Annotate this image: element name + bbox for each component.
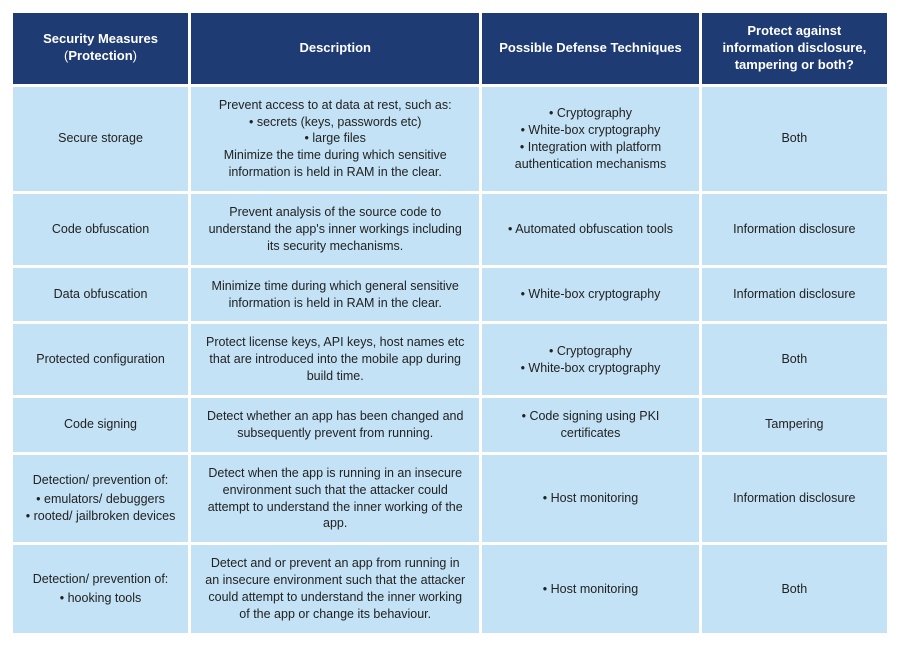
technique-bullets: Host monitoring (494, 490, 686, 507)
description-text: Protect license keys, API keys, host nam… (206, 335, 464, 383)
technique-bullets: White-box cryptography (494, 286, 686, 303)
cell-description: Minimize time during which general sensi… (191, 268, 479, 322)
table-row: Secure storage Prevent access to at data … (13, 87, 887, 191)
header-description: Description (191, 13, 479, 84)
cell-measure: Detection/ prevention of: hooking tools (13, 545, 188, 633)
cell-measure: Protected configuration (13, 324, 188, 395)
header-c0-close: ) (133, 48, 137, 63)
header-c3-line3: tampering or both? (735, 57, 854, 72)
protects-text: Information disclosure (733, 287, 855, 301)
technique-bullet: White-box cryptography (494, 122, 686, 139)
cell-measure: Code obfuscation (13, 194, 188, 265)
cell-techniques: CryptographyWhite-box cryptography (482, 324, 698, 395)
technique-bullet: Host monitoring (494, 490, 686, 507)
measure-bullet: rooted/ jailbroken devices (25, 508, 176, 525)
measure-bullet: emulators/ debuggers (25, 491, 176, 508)
cell-protects: Both (702, 545, 887, 633)
cell-protects: Both (702, 87, 887, 191)
description-bullet: secrets (keys, passwords etc) (203, 114, 467, 131)
cell-techniques: White-box cryptography (482, 268, 698, 322)
protects-text: Information disclosure (733, 491, 855, 505)
header-security-measures: Security Measures (Protection) (13, 13, 188, 84)
security-measures-table: Security Measures (Protection) Descripti… (10, 10, 890, 636)
measure-prefix: Detection/ prevention of: (25, 571, 176, 588)
technique-bullet: Integration with platform authentication… (494, 139, 686, 173)
cell-techniques: CryptographyWhite-box cryptographyIntegr… (482, 87, 698, 191)
table-row: Code obfuscation Prevent analysis of the … (13, 194, 887, 265)
technique-bullet: Cryptography (494, 105, 686, 122)
description-pre: Prevent access to at data at rest, such … (203, 97, 467, 114)
table-row: Protected configuration Protect license k… (13, 324, 887, 395)
measure-text: Protected configuration (36, 352, 165, 366)
protects-text: Information disclosure (733, 222, 855, 236)
technique-bullets: CryptographyWhite-box cryptography (494, 343, 686, 377)
description-post: Minimize the time during which sensitive… (203, 147, 467, 181)
measure-bullets: hooking tools (25, 590, 176, 607)
cell-protects: Both (702, 324, 887, 395)
description-text: Detect when the app is running in an ins… (208, 466, 463, 531)
header-c0-line1: Security Measures (43, 31, 158, 46)
cell-description: Detect and or prevent an app from runnin… (191, 545, 479, 633)
technique-bullets: Host monitoring (494, 581, 686, 598)
description-bullets: secrets (keys, passwords etc)large files (203, 114, 467, 148)
measure-prefix: Detection/ prevention of: (25, 472, 176, 489)
table-row: Code signing Detect whether an app has be… (13, 398, 887, 452)
technique-bullets: Code signing using PKI certificates (494, 408, 686, 442)
measure-text: Secure storage (58, 131, 143, 145)
header-protects: Protect against information disclosure, … (702, 13, 887, 84)
description-bullet: large files (203, 130, 467, 147)
cell-protects: Information disclosure (702, 268, 887, 322)
table-header-row: Security Measures (Protection) Descripti… (13, 13, 887, 84)
cell-techniques: Code signing using PKI certificates (482, 398, 698, 452)
technique-bullet: Code signing using PKI certificates (494, 408, 686, 442)
table-row: Data obfuscation Minimize time during whi… (13, 268, 887, 322)
cell-protects: Information disclosure (702, 455, 887, 543)
protects-text: Both (781, 582, 807, 596)
technique-bullets: Automated obfuscation tools (494, 221, 686, 238)
description-text: Minimize time during which general sensi… (212, 279, 459, 310)
protects-text: Both (781, 131, 807, 145)
technique-bullet: White-box cryptography (494, 360, 686, 377)
cell-measure: Detection/ prevention of: emulators/ debu… (13, 455, 188, 543)
technique-bullets: CryptographyWhite-box cryptographyIntegr… (494, 105, 686, 173)
description-text: Prevent analysis of the source code to u… (209, 205, 462, 253)
cell-description: Detect whether an app has been changed a… (191, 398, 479, 452)
description-text: Detect and or prevent an app from runnin… (205, 556, 465, 621)
cell-protects: Tampering (702, 398, 887, 452)
cell-techniques: Host monitoring (482, 455, 698, 543)
header-c0-strong: Protection (68, 48, 132, 63)
description-text: Detect whether an app has been changed a… (207, 409, 463, 440)
cell-measure: Secure storage (13, 87, 188, 191)
technique-bullet: Host monitoring (494, 581, 686, 598)
cell-techniques: Automated obfuscation tools (482, 194, 698, 265)
cell-description: Detect when the app is running in an ins… (191, 455, 479, 543)
cell-techniques: Host monitoring (482, 545, 698, 633)
table-body: Secure storage Prevent access to at data … (13, 87, 887, 633)
cell-measure: Data obfuscation (13, 268, 188, 322)
header-c3-line2: information disclosure, (722, 40, 866, 55)
header-c3-line1: Protect against (747, 23, 841, 38)
cell-description: Prevent analysis of the source code to u… (191, 194, 479, 265)
technique-bullet: White-box cryptography (494, 286, 686, 303)
measure-text: Data obfuscation (54, 287, 148, 301)
measure-text: Code signing (64, 417, 137, 431)
table-row: Detection/ prevention of: emulators/ debu… (13, 455, 887, 543)
measure-bullets: emulators/ debuggersrooted/ jailbroken d… (25, 491, 176, 525)
cell-description: Protect license keys, API keys, host nam… (191, 324, 479, 395)
cell-measure: Code signing (13, 398, 188, 452)
protects-text: Both (781, 352, 807, 366)
protects-text: Tampering (765, 417, 823, 431)
technique-bullet: Automated obfuscation tools (494, 221, 686, 238)
technique-bullet: Cryptography (494, 343, 686, 360)
measure-text: Code obfuscation (52, 222, 149, 236)
cell-description: Prevent access to at data at rest, such … (191, 87, 479, 191)
cell-protects: Information disclosure (702, 194, 887, 265)
table-row: Detection/ prevention of:hooking toolsDe… (13, 545, 887, 633)
measure-bullet: hooking tools (25, 590, 176, 607)
header-defense-techniques: Possible Defense Techniques (482, 13, 698, 84)
